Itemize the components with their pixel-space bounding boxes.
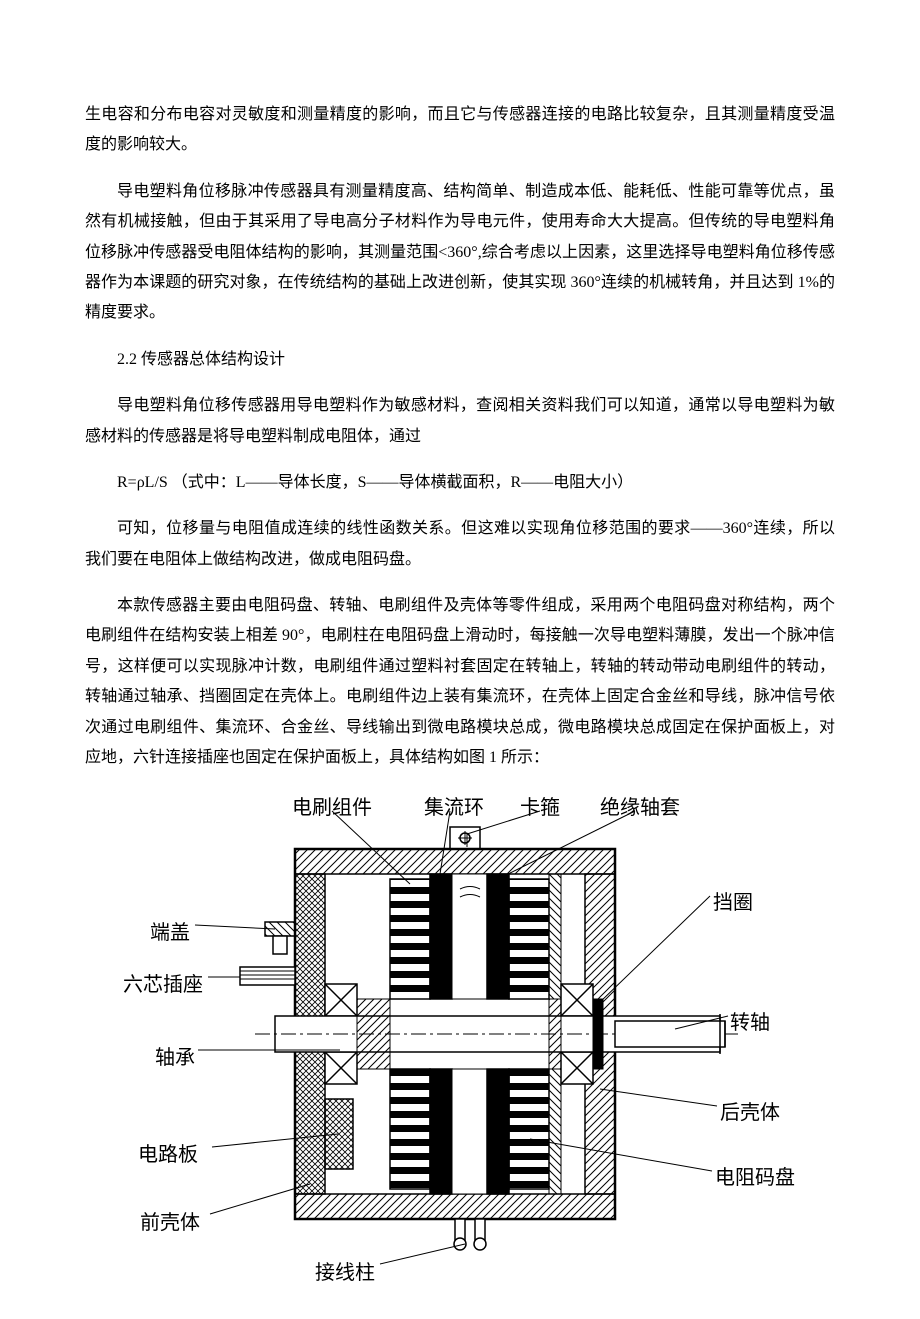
label-six-pin-socket: 六芯插座 (123, 966, 203, 1004)
paragraph-4: 导电塑料角位移传感器用导电塑料作为敏感材料，查阅相关资料我们可以知道，通常以导电… (85, 391, 835, 452)
label-resistor-disc: 电阻码盘 (715, 1159, 795, 1197)
section-heading: 2.2 传感器总体结构设计 (85, 345, 835, 375)
paragraph-2: 导电塑料角位移脉冲传感器具有测量精度高、结构简单、制造成本低、能耗低、性能可靠等… (85, 177, 835, 329)
label-shaft: 转轴 (730, 1004, 770, 1042)
paragraph-6: 可知，位移量与电阻值成连续的线性函数关系。但这难以实现角位移范围的要求——360… (85, 514, 835, 575)
diagram-svg (120, 789, 800, 1279)
label-insulating-bushing: 绝缘轴套 (600, 789, 680, 827)
label-front-housing: 前壳体 (140, 1204, 200, 1242)
label-slip-ring: 集流环 (424, 789, 484, 827)
label-retaining-ring: 挡圈 (713, 884, 753, 922)
label-snap-ring: 卡箍 (520, 789, 560, 827)
figure-container: 电刷组件 集流环 卡箍 绝缘轴套 端盖 六芯插座 轴承 电路板 前壳体 挡圈 转… (85, 789, 835, 1279)
paragraph-1: 生电容和分布电容对灵敏度和测量精度的影响，而且它与传感器连接的电路比较复杂，且其… (85, 100, 835, 161)
label-circuit-board: 电路板 (138, 1136, 198, 1174)
label-brush-assembly: 电刷组件 (292, 789, 372, 827)
label-terminal: 接线柱 (315, 1254, 375, 1292)
label-rear-housing: 后壳体 (720, 1094, 780, 1132)
sensor-diagram: 电刷组件 集流环 卡箍 绝缘轴套 端盖 六芯插座 轴承 电路板 前壳体 挡圈 转… (120, 789, 800, 1279)
label-end-cover: 端盖 (150, 914, 190, 952)
label-bearing: 轴承 (155, 1039, 195, 1077)
formula: R=ρL/S （式中：L——导体长度，S——导体横截面积，R——电阻大小） (85, 468, 835, 498)
paragraph-7: 本款传感器主要由电阻码盘、转轴、电刷组件及壳体等零件组成，采用两个电阻码盘对称结… (85, 591, 835, 773)
